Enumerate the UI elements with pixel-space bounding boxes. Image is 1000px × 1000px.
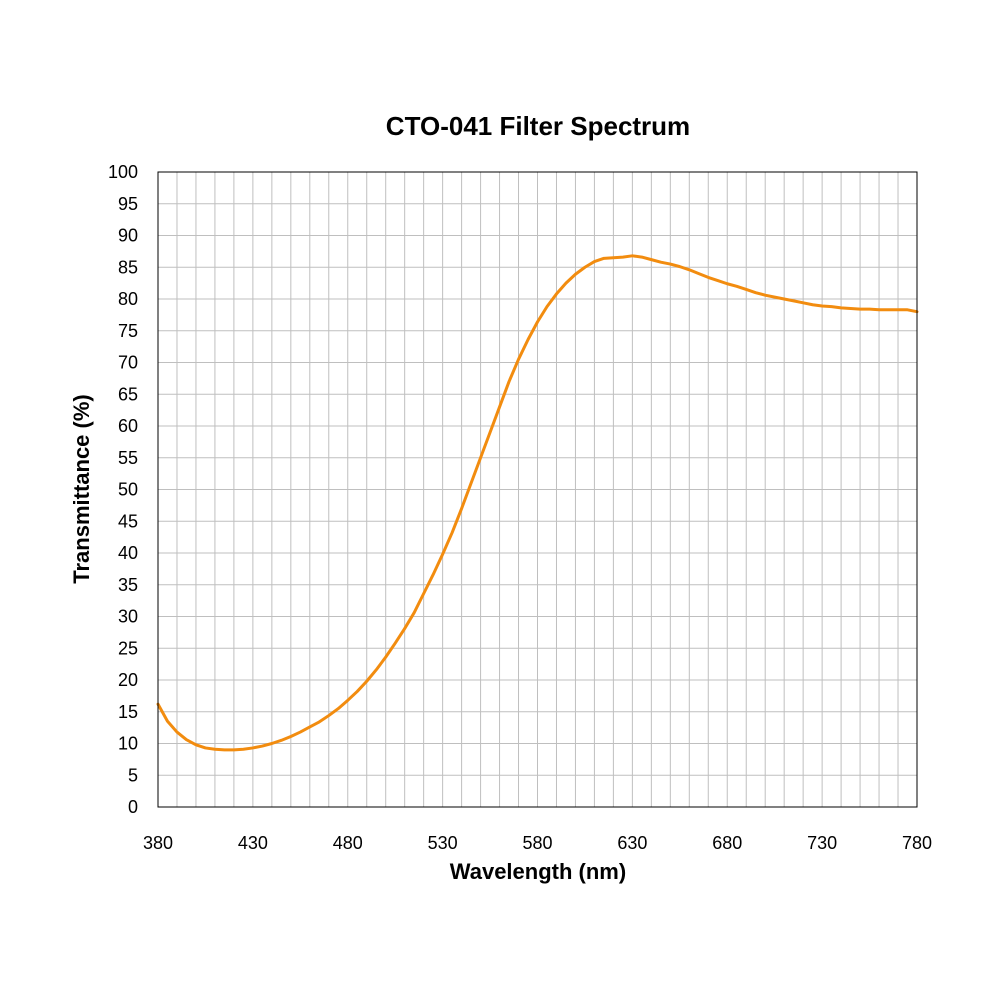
x-tick-label: 480 — [333, 833, 363, 853]
y-tick-label: 40 — [118, 543, 138, 563]
x-tick-label: 580 — [522, 833, 552, 853]
y-tick-label: 90 — [118, 226, 138, 246]
y-tick-label: 0 — [128, 797, 138, 817]
y-tick-label: 35 — [118, 575, 138, 595]
y-tick-label: 30 — [118, 607, 138, 627]
x-tick-label: 730 — [807, 833, 837, 853]
x-axis-tick-labels: 380 430 480 530 580 630 680 730 780 — [143, 833, 932, 853]
y-tick-label: 60 — [118, 416, 138, 436]
y-tick-label: 75 — [118, 321, 138, 341]
y-axis-tick-labels: 0 5 10 15 20 25 30 35 40 45 50 55 60 65 70 75 80 85 90 95 10… — [108, 162, 138, 817]
y-tick-label: 95 — [118, 194, 138, 214]
x-axis-label: Wavelength (nm) — [450, 859, 626, 884]
y-tick-label: 65 — [118, 384, 138, 404]
y-tick-label: 25 — [118, 638, 138, 658]
y-tick-label: 55 — [118, 448, 138, 468]
y-axis-label: Transmittance (%) — [69, 394, 94, 584]
x-tick-label: 780 — [902, 833, 932, 853]
x-tick-label: 680 — [712, 833, 742, 853]
y-tick-label: 5 — [128, 765, 138, 785]
grid-layer — [157, 171, 918, 808]
series-line-transmittance — [156, 254, 919, 752]
y-tick-label: 100 — [108, 162, 138, 182]
chart-title: CTO-041 Filter Spectrum — [386, 111, 690, 141]
y-tick-label: 15 — [118, 702, 138, 722]
x-tick-label: 430 — [238, 833, 268, 853]
x-tick-label: 530 — [428, 833, 458, 853]
y-tick-label: 85 — [118, 257, 138, 277]
series-layer — [156, 254, 919, 752]
y-tick-label: 10 — [118, 734, 138, 754]
y-tick-label: 80 — [118, 289, 138, 309]
x-tick-label: 630 — [617, 833, 647, 853]
y-tick-label: 20 — [118, 670, 138, 690]
y-tick-label: 50 — [118, 480, 138, 500]
y-tick-label: 45 — [118, 511, 138, 531]
plot-area-border — [157, 171, 918, 808]
x-tick-label: 380 — [143, 833, 173, 853]
y-tick-label: 70 — [118, 353, 138, 373]
